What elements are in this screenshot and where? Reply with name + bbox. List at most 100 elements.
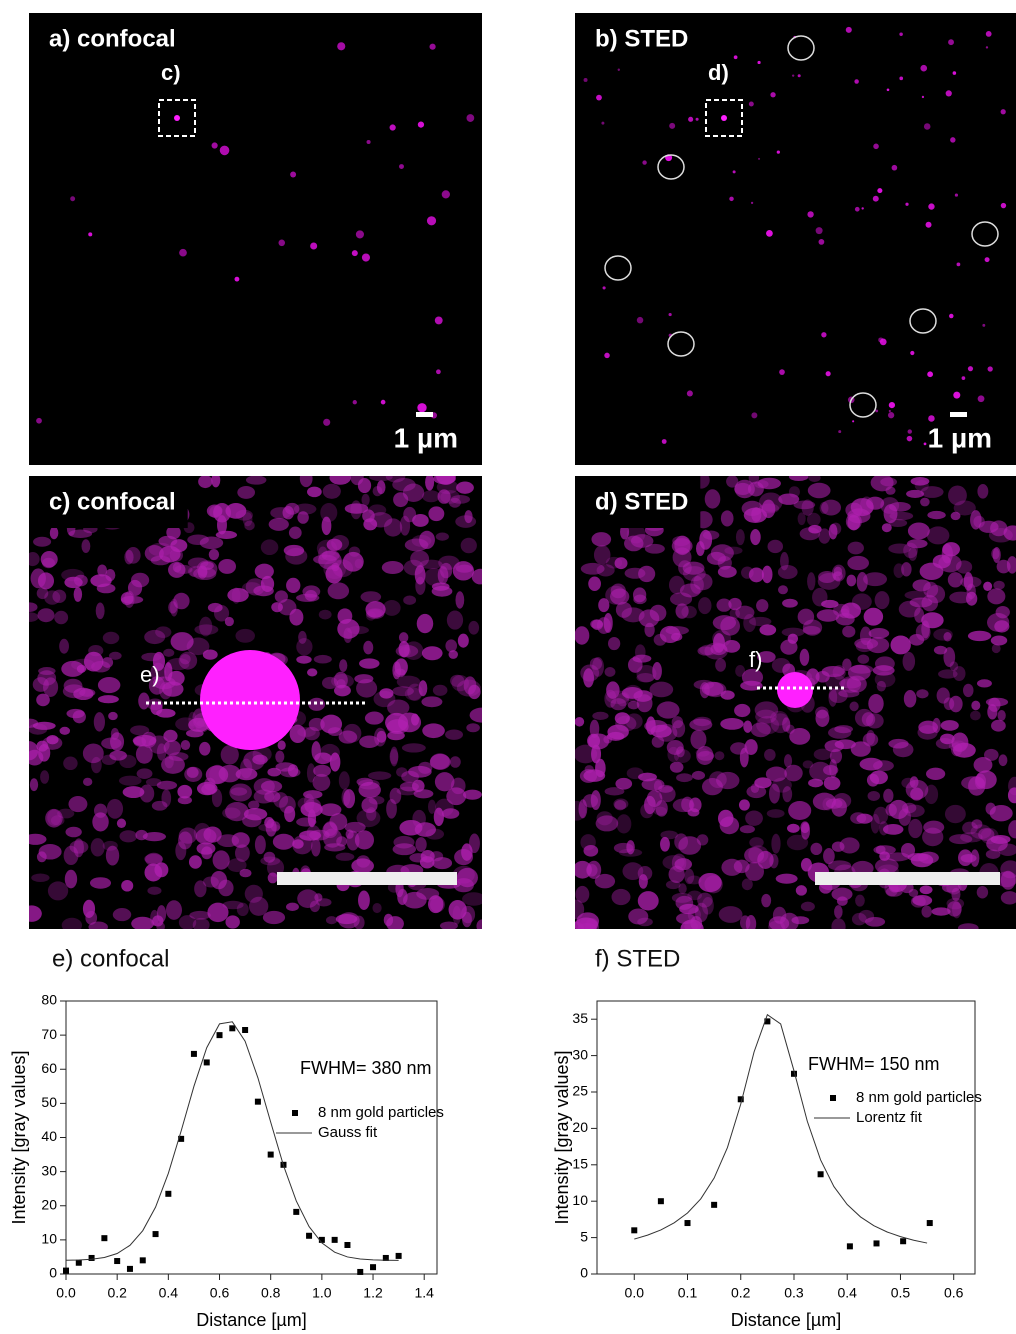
noise-blob bbox=[590, 658, 602, 670]
legend-label: Gauss fit bbox=[318, 1124, 378, 1141]
noise-blob bbox=[421, 850, 435, 863]
noise-blob bbox=[672, 536, 690, 546]
particle bbox=[733, 170, 736, 173]
noise-blob bbox=[62, 918, 82, 933]
noise-blob bbox=[788, 801, 811, 820]
particle bbox=[749, 102, 754, 107]
noise-blob bbox=[33, 677, 49, 692]
noise-blob bbox=[831, 918, 845, 935]
noise-blob bbox=[759, 504, 779, 514]
noise-blob bbox=[168, 671, 185, 686]
data-point bbox=[900, 1238, 906, 1244]
particle bbox=[337, 42, 345, 50]
noise-blob bbox=[254, 789, 275, 803]
y-tick-label: 25 bbox=[572, 1083, 588, 1099]
noise-blob bbox=[261, 576, 274, 592]
noise-blob bbox=[219, 765, 241, 783]
noise-blob bbox=[638, 891, 659, 910]
noise-blob bbox=[840, 676, 861, 693]
particle bbox=[982, 324, 985, 327]
noise-blob bbox=[715, 751, 725, 760]
panel-label: d) STED bbox=[595, 488, 688, 515]
noise-blob bbox=[920, 885, 933, 894]
noise-blob bbox=[63, 757, 77, 770]
noise-blob bbox=[225, 915, 239, 928]
noise-blob bbox=[339, 731, 358, 744]
particle bbox=[807, 211, 813, 217]
noise-blob bbox=[320, 744, 340, 762]
particle bbox=[36, 418, 42, 424]
noise-blob bbox=[273, 834, 295, 850]
noise-blob bbox=[986, 803, 996, 815]
noise-blob bbox=[875, 591, 890, 609]
noise-blob bbox=[837, 896, 848, 906]
x-tick-label: 0.6 bbox=[944, 1285, 964, 1301]
chart-title: e) confocal bbox=[52, 945, 169, 972]
noise-blob bbox=[818, 528, 830, 543]
noise-blob bbox=[749, 837, 763, 848]
y-tick-label: 30 bbox=[41, 1162, 57, 1178]
noise-blob bbox=[377, 480, 386, 494]
particle-blob bbox=[777, 672, 813, 708]
image-panel bbox=[29, 13, 482, 465]
noise-blob bbox=[343, 552, 364, 572]
noise-blob bbox=[676, 773, 693, 782]
noise-blob bbox=[173, 593, 189, 610]
y-tick-label: 35 bbox=[572, 1010, 588, 1026]
noise-blob bbox=[113, 908, 131, 921]
noise-blob bbox=[796, 885, 807, 895]
noise-blob bbox=[64, 846, 79, 865]
noise-blob bbox=[69, 530, 92, 538]
noise-blob bbox=[208, 603, 223, 613]
noise-blob bbox=[455, 591, 464, 609]
noise-blob bbox=[462, 892, 485, 906]
legend-marker bbox=[830, 1095, 836, 1101]
noise-blob bbox=[445, 639, 457, 652]
particle bbox=[861, 207, 863, 209]
particle bbox=[235, 277, 240, 282]
noise-blob bbox=[199, 742, 210, 756]
noise-blob bbox=[60, 727, 71, 735]
noise-blob bbox=[314, 655, 332, 664]
noise-blob bbox=[987, 588, 1005, 604]
noise-blob bbox=[323, 484, 341, 499]
noise-blob bbox=[591, 532, 611, 546]
noise-blob bbox=[757, 478, 780, 489]
data-point bbox=[191, 1051, 197, 1057]
noise-blob bbox=[908, 819, 922, 838]
data-point bbox=[357, 1269, 363, 1275]
noise-blob bbox=[652, 662, 662, 680]
noise-blob bbox=[296, 656, 311, 664]
noise-blob bbox=[761, 894, 771, 907]
particle bbox=[604, 353, 610, 359]
noise-blob bbox=[807, 513, 821, 526]
noise-blob bbox=[723, 640, 740, 653]
scale-bar bbox=[815, 872, 1000, 885]
noise-blob bbox=[368, 771, 391, 779]
data-point bbox=[204, 1059, 210, 1065]
noise-blob bbox=[987, 613, 1009, 632]
particle bbox=[821, 332, 826, 337]
noise-blob bbox=[339, 771, 350, 789]
noise-blob bbox=[196, 828, 217, 844]
noise-blob bbox=[921, 486, 944, 498]
noise-blob bbox=[888, 739, 908, 749]
particle bbox=[770, 92, 775, 97]
data-point bbox=[89, 1255, 95, 1261]
particle bbox=[986, 46, 988, 48]
noise-blob bbox=[235, 629, 255, 643]
noise-blob bbox=[296, 817, 316, 826]
noise-blob bbox=[611, 889, 630, 905]
noise-blob bbox=[298, 797, 315, 810]
noise-blob bbox=[613, 799, 628, 810]
noise-blob bbox=[908, 853, 929, 861]
noise-blob bbox=[322, 822, 337, 838]
noise-blob bbox=[83, 900, 95, 918]
particle bbox=[978, 395, 985, 402]
particle bbox=[381, 400, 386, 405]
noise-blob bbox=[647, 790, 662, 807]
noise-blob bbox=[807, 572, 815, 590]
noise-blob bbox=[632, 655, 651, 663]
particle bbox=[212, 142, 218, 148]
noise-blob bbox=[64, 679, 83, 693]
